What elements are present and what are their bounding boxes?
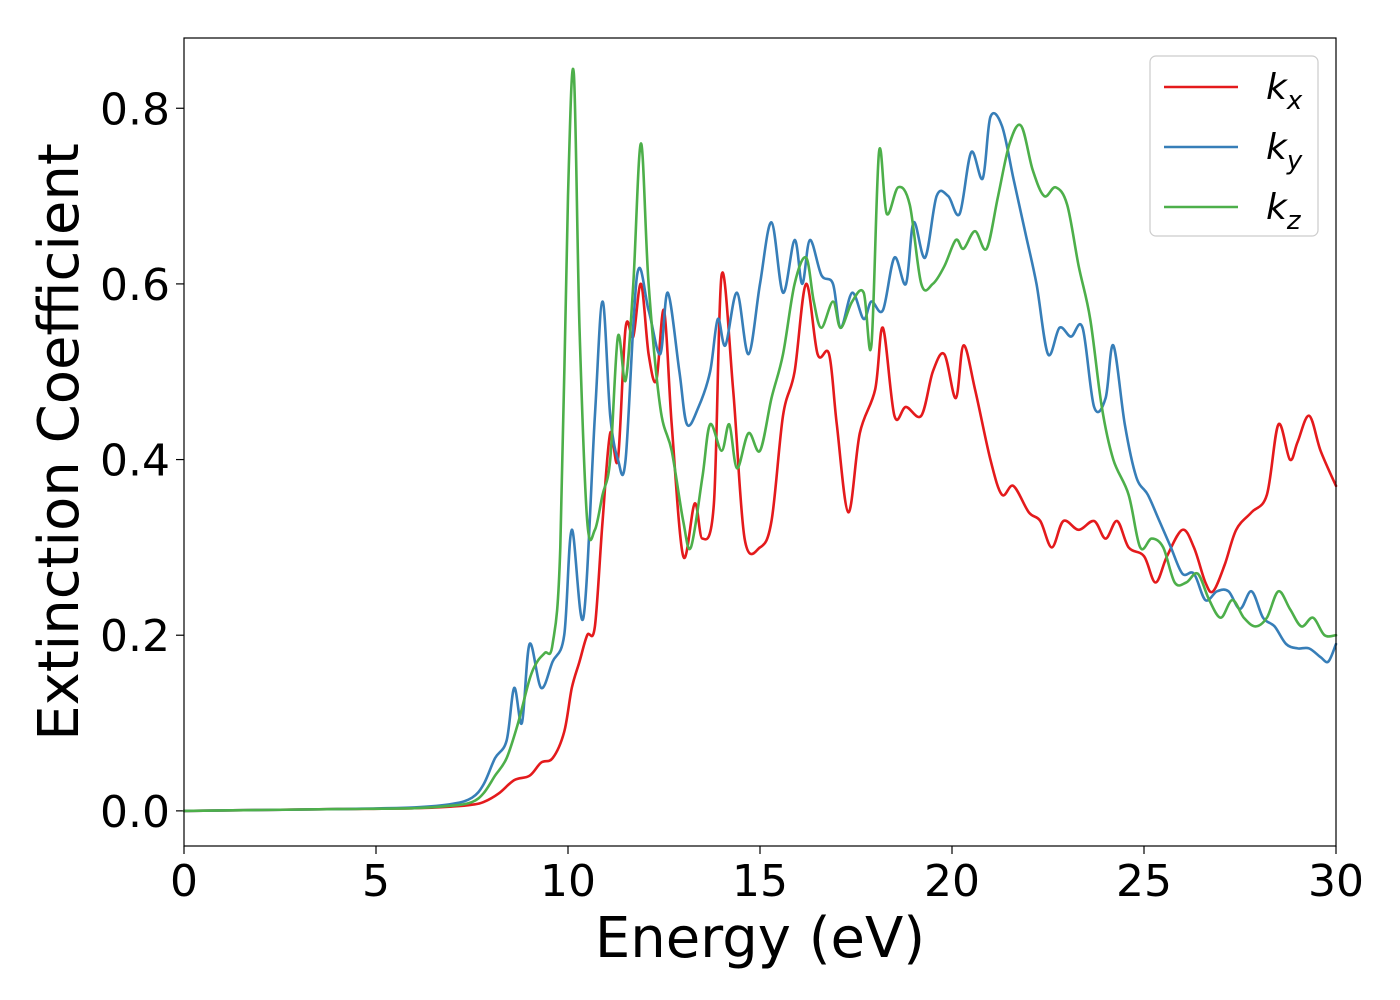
- y-tick-label: 0.6: [100, 260, 170, 311]
- y-axis-ticks: 0.0 0.2 0.4 0.6 0.8: [100, 84, 184, 838]
- y-tick-label: 0.4: [100, 436, 170, 487]
- x-tick-label: 15: [732, 856, 788, 907]
- series-line-k-z: [182, 67, 1338, 813]
- legend-label-main: k: [1266, 67, 1289, 108]
- x-tick-label: 30: [1308, 856, 1364, 907]
- x-tick-label: 5: [362, 856, 390, 907]
- legend-label: kz: [1266, 187, 1302, 236]
- y-tick-label: 0.2: [100, 611, 170, 662]
- y-axis-title: Extinction Coefficient: [27, 143, 92, 741]
- x-tick-label: 25: [1116, 856, 1172, 907]
- series-layer: [182, 67, 1338, 813]
- legend-label: kx: [1266, 67, 1303, 116]
- series-line-k-x: [182, 271, 1338, 813]
- legend-label-main: k: [1266, 127, 1289, 168]
- legend-label-subscript: x: [1286, 86, 1303, 116]
- x-tick-label: 0: [170, 856, 198, 907]
- x-axis-ticks: 0 5 10 15 20 25 30: [170, 846, 1364, 907]
- legend-label-subscript: y: [1286, 146, 1303, 176]
- y-tick-label: 0.0: [100, 787, 170, 838]
- x-tick-label: 20: [924, 856, 980, 907]
- legend-label-subscript: z: [1286, 206, 1302, 236]
- x-tick-label: 10: [540, 856, 596, 907]
- plot-frame: [183, 37, 1337, 847]
- y-tick-label: 0.8: [100, 84, 170, 135]
- x-axis-title: Energy (eV): [595, 906, 925, 971]
- legend-label-main: k: [1266, 187, 1289, 228]
- legend-label: ky: [1266, 127, 1303, 176]
